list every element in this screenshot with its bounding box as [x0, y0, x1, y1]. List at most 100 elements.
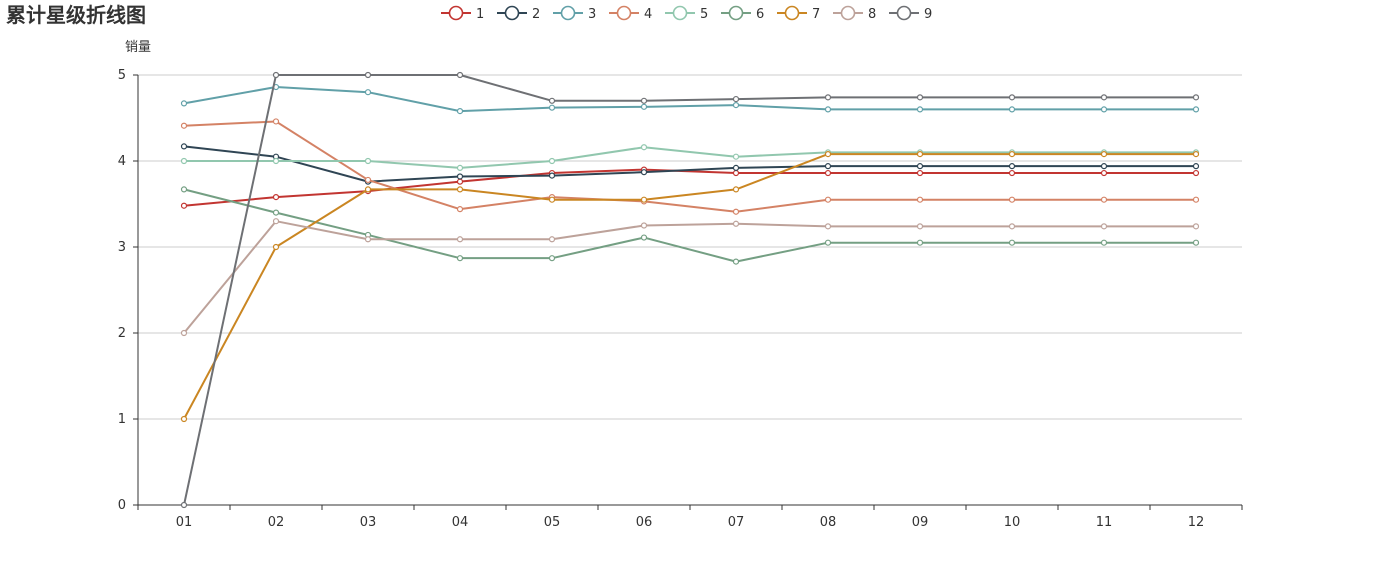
data-point[interactable] — [732, 186, 740, 193]
legend-item-8[interactable]: 8 — [833, 5, 876, 23]
series-line[interactable] — [183, 168, 1196, 207]
series-line[interactable] — [183, 74, 1196, 506]
data-point[interactable] — [824, 223, 832, 230]
data-point[interactable] — [364, 157, 372, 165]
data-point[interactable] — [548, 196, 556, 203]
data-point[interactable] — [1008, 223, 1016, 230]
data-point[interactable] — [364, 186, 372, 193]
legend-item-3[interactable]: 3 — [553, 5, 596, 23]
data-point[interactable] — [824, 169, 832, 177]
series-7[interactable] — [180, 151, 1200, 423]
data-point[interactable] — [640, 222, 648, 229]
data-point[interactable] — [548, 172, 556, 179]
data-point[interactable] — [180, 122, 188, 129]
data-point[interactable] — [1192, 223, 1200, 230]
data-point[interactable] — [180, 329, 188, 337]
data-point[interactable] — [456, 108, 464, 115]
series-6[interactable] — [180, 186, 1200, 265]
series-line[interactable] — [184, 146, 1196, 169]
data-point[interactable] — [1100, 94, 1108, 101]
data-point[interactable] — [364, 89, 372, 96]
data-point[interactable] — [456, 164, 464, 171]
data-point[interactable] — [272, 218, 280, 225]
data-point[interactable] — [732, 258, 740, 265]
data-point[interactable] — [732, 95, 740, 103]
data-point[interactable] — [272, 209, 280, 216]
data-point[interactable] — [548, 104, 556, 111]
data-point[interactable] — [272, 118, 280, 125]
data-point[interactable] — [180, 143, 188, 150]
data-point[interactable] — [456, 178, 464, 185]
data-point[interactable] — [640, 169, 648, 176]
series-line[interactable] — [183, 120, 1196, 213]
data-point[interactable] — [824, 196, 832, 203]
data-point[interactable] — [1100, 223, 1108, 230]
data-point[interactable] — [180, 415, 188, 423]
data-point[interactable] — [1008, 151, 1016, 158]
data-point[interactable] — [180, 202, 188, 209]
data-point[interactable] — [732, 169, 740, 177]
legend-item-5[interactable]: 5 — [665, 5, 708, 23]
data-point[interactable] — [456, 186, 464, 193]
data-point[interactable] — [272, 71, 280, 79]
data-point[interactable] — [1192, 163, 1200, 170]
data-point[interactable] — [1192, 239, 1200, 246]
data-point[interactable] — [824, 151, 832, 158]
data-point[interactable] — [1008, 239, 1016, 246]
series-line[interactable] — [183, 220, 1196, 334]
data-point[interactable] — [1100, 196, 1108, 203]
data-point[interactable] — [824, 239, 832, 246]
data-point[interactable] — [1100, 151, 1108, 158]
data-point[interactable] — [732, 208, 740, 215]
data-point[interactable] — [456, 71, 464, 79]
data-point[interactable] — [272, 157, 280, 165]
data-point[interactable] — [1008, 106, 1016, 113]
data-point[interactable] — [456, 206, 464, 213]
series-3[interactable] — [180, 83, 1200, 115]
series-line[interactable] — [183, 86, 1196, 113]
data-point[interactable] — [456, 236, 464, 243]
data-point[interactable] — [548, 236, 556, 243]
data-point[interactable] — [916, 169, 924, 177]
data-point[interactable] — [732, 220, 740, 227]
data-point[interactable] — [824, 94, 832, 101]
data-point[interactable] — [1008, 94, 1016, 101]
data-point[interactable] — [1192, 196, 1200, 203]
data-point[interactable] — [364, 236, 372, 243]
data-point[interactable] — [732, 153, 740, 160]
data-point[interactable] — [640, 144, 648, 151]
series-2[interactable] — [180, 143, 1200, 185]
data-point[interactable] — [1008, 163, 1016, 170]
data-point[interactable] — [640, 196, 648, 203]
data-point[interactable] — [456, 255, 464, 262]
data-point[interactable] — [1192, 151, 1200, 158]
data-point[interactable] — [548, 255, 556, 262]
data-point[interactable] — [548, 97, 556, 104]
data-point[interactable] — [180, 186, 188, 193]
data-point[interactable] — [1008, 196, 1016, 203]
data-point[interactable] — [272, 243, 280, 251]
data-point[interactable] — [180, 157, 188, 165]
data-point[interactable] — [1100, 169, 1108, 177]
data-point[interactable] — [916, 196, 924, 203]
data-point[interactable] — [1100, 106, 1108, 113]
data-point[interactable] — [1192, 106, 1200, 113]
data-point[interactable] — [916, 239, 924, 246]
data-point[interactable] — [1192, 94, 1200, 101]
data-point[interactable] — [640, 97, 648, 104]
data-point[interactable] — [272, 194, 280, 201]
data-point[interactable] — [824, 106, 832, 113]
data-point[interactable] — [640, 103, 648, 110]
data-point[interactable] — [824, 163, 832, 170]
data-point[interactable] — [548, 157, 556, 165]
legend[interactable]: 1 2 3 4 5 6 7 8 9 — [441, 5, 932, 23]
series-line[interactable] — [183, 145, 1196, 183]
series-line[interactable] — [183, 153, 1196, 420]
legend-item-7[interactable]: 7 — [777, 5, 820, 23]
data-point[interactable] — [916, 223, 924, 230]
data-point[interactable] — [1100, 239, 1108, 246]
data-point[interactable] — [732, 164, 740, 171]
data-point[interactable] — [916, 106, 924, 113]
data-point[interactable] — [640, 234, 648, 241]
data-point[interactable] — [1008, 169, 1016, 177]
